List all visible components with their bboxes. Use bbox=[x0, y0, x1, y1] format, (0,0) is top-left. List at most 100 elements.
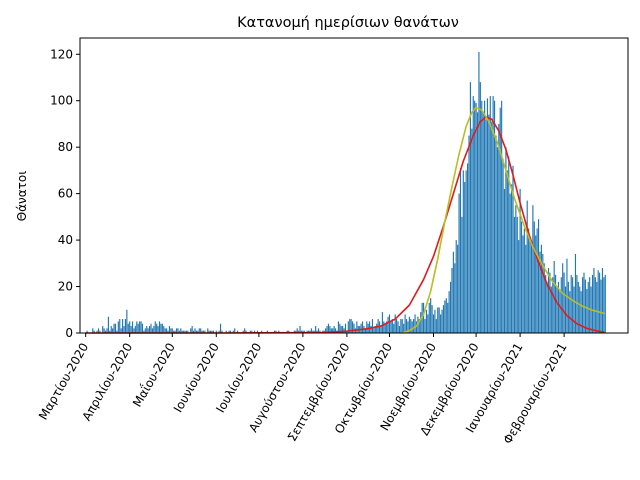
bar bbox=[342, 326, 344, 333]
bar bbox=[191, 326, 193, 333]
plot-frame bbox=[79, 37, 629, 334]
bar bbox=[221, 330, 223, 333]
bar bbox=[555, 274, 557, 333]
x-axis-ticks: Μαρτίου-2020Απριλίου-2020Μαΐου-2020Ιουνί… bbox=[36, 333, 570, 446]
bar bbox=[356, 321, 358, 333]
y-tick-label: 120 bbox=[50, 47, 73, 61]
bar bbox=[154, 321, 156, 333]
bar bbox=[97, 328, 100, 333]
bar bbox=[380, 326, 382, 333]
fit-line-1 bbox=[84, 116, 605, 334]
bar bbox=[208, 330, 210, 333]
bar bbox=[499, 107, 501, 333]
bar bbox=[560, 277, 562, 333]
bar bbox=[410, 319, 412, 333]
bar bbox=[347, 321, 349, 333]
bar bbox=[366, 321, 368, 333]
bar bbox=[468, 135, 470, 333]
y-axis-ticks: 0 20 40 60 80 100 120 bbox=[50, 47, 80, 340]
bar bbox=[275, 330, 277, 333]
bar bbox=[448, 291, 450, 333]
bar bbox=[387, 316, 389, 333]
bar bbox=[245, 330, 247, 333]
bar bbox=[288, 330, 290, 333]
bar bbox=[396, 319, 398, 333]
chart-title: Κατανομή ημερίσιων θανάτων bbox=[237, 15, 459, 31]
bar bbox=[180, 328, 182, 333]
bar bbox=[146, 326, 148, 333]
bar bbox=[512, 165, 514, 333]
bar bbox=[369, 321, 371, 333]
bar bbox=[425, 309, 427, 333]
bar bbox=[123, 326, 125, 333]
bar bbox=[471, 128, 473, 333]
bar bbox=[529, 240, 531, 333]
bar bbox=[251, 330, 253, 333]
bar bbox=[141, 323, 144, 333]
bar bbox=[204, 330, 206, 333]
bar bbox=[394, 314, 396, 333]
bar bbox=[127, 323, 129, 333]
bar bbox=[190, 328, 192, 333]
bar bbox=[187, 330, 189, 333]
bar bbox=[386, 321, 388, 333]
bar bbox=[388, 314, 391, 333]
bar bbox=[163, 326, 165, 333]
fit-line-2 bbox=[401, 106, 605, 334]
bar bbox=[577, 281, 579, 333]
bar bbox=[167, 330, 169, 333]
bar bbox=[173, 330, 175, 333]
bar bbox=[149, 326, 151, 333]
bar bbox=[116, 330, 118, 333]
bar bbox=[225, 330, 227, 333]
bar bbox=[597, 270, 599, 333]
bar bbox=[175, 328, 178, 333]
bar bbox=[202, 330, 205, 333]
bar bbox=[326, 326, 328, 333]
bar bbox=[391, 319, 393, 333]
bar bbox=[237, 330, 239, 333]
bar bbox=[593, 267, 595, 333]
bar bbox=[378, 321, 381, 333]
bar bbox=[550, 286, 552, 333]
bar bbox=[339, 323, 341, 333]
bar bbox=[545, 274, 547, 333]
bar bbox=[599, 272, 601, 333]
bar bbox=[102, 326, 104, 333]
bar bbox=[533, 221, 535, 333]
y-tick-label: 0 bbox=[65, 326, 73, 340]
bar bbox=[120, 328, 122, 333]
bar bbox=[442, 305, 445, 333]
bar bbox=[397, 321, 399, 333]
bar bbox=[373, 328, 375, 333]
bar bbox=[509, 193, 511, 333]
bar bbox=[457, 244, 459, 333]
bar bbox=[465, 170, 467, 333]
bar bbox=[549, 272, 551, 333]
bar bbox=[143, 330, 145, 333]
bar bbox=[405, 319, 408, 333]
fit-lines-group bbox=[84, 106, 605, 334]
bar bbox=[261, 330, 263, 333]
bar bbox=[601, 267, 604, 333]
bar bbox=[170, 328, 172, 333]
bar bbox=[117, 321, 119, 333]
bar bbox=[403, 323, 405, 333]
bar bbox=[249, 330, 251, 333]
bar bbox=[193, 330, 195, 333]
bar bbox=[467, 163, 469, 333]
bar bbox=[407, 321, 409, 333]
bar bbox=[518, 240, 520, 333]
bar bbox=[401, 319, 403, 333]
y-tick-label: 80 bbox=[58, 140, 73, 154]
bar bbox=[349, 319, 351, 333]
bar bbox=[232, 330, 234, 333]
bar bbox=[520, 221, 523, 333]
bar bbox=[539, 251, 541, 333]
bar bbox=[158, 321, 161, 333]
y-tick-label: 40 bbox=[58, 233, 73, 247]
bar bbox=[218, 330, 220, 333]
x-tick-label: Μαΐου-2020 bbox=[129, 340, 178, 409]
bar bbox=[177, 328, 179, 333]
bar bbox=[122, 319, 124, 333]
